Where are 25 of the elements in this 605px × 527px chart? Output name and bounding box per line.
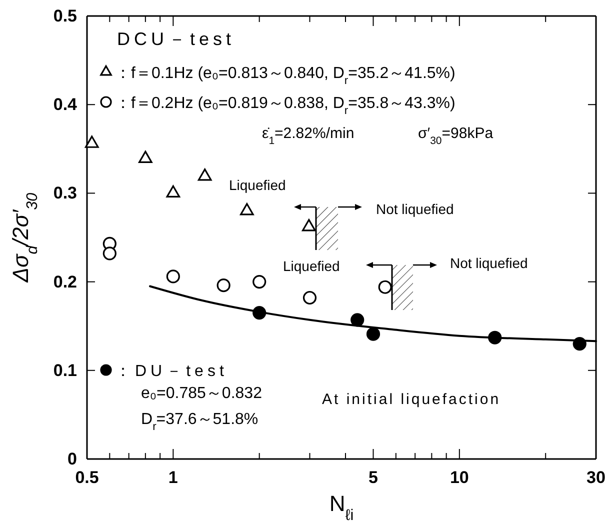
- legend-label: ：f＝0.2Hz (e₀=0.819～0.838, D$_{r}$=35.8～43.3%): [115, 95, 456, 117]
- annotation: Not liquefied: [376, 201, 454, 217]
- x-tick-label: 10: [450, 468, 469, 488]
- annotation: σ′$_{30}$=98kPa: [418, 125, 494, 147]
- legend-title: DCU－test: [117, 29, 236, 49]
- x-tick-label: 1: [168, 468, 178, 488]
- annotation: ε̇$_{1}$=2.82%/min: [262, 125, 354, 147]
- annotation: Not liquefied: [450, 255, 528, 271]
- annotation: D$_{r}$=37.6～51.8%: [141, 411, 258, 433]
- y-tick-label: 0.3: [53, 184, 77, 203]
- y-tick-label: 0.2: [53, 272, 77, 292]
- annotation: Liquefied: [283, 258, 340, 274]
- y-tick-label: 0.5: [53, 6, 77, 26]
- x-tick-label: 0.5: [75, 468, 99, 488]
- annotation: Liquefied: [229, 177, 286, 193]
- x-tick-label: 5: [368, 468, 378, 488]
- y-tick-label: 0: [68, 449, 77, 468]
- x-axis-title: N$_{ℓi}$: [329, 491, 354, 524]
- y-tick-label: 0.4: [53, 95, 78, 114]
- annotation: e₀=0.785～0.832: [141, 385, 262, 402]
- annotation: At initial liquefaction: [322, 391, 501, 408]
- y-tick-label: 0.1: [53, 360, 77, 380]
- legend-label: ：f＝0.1Hz (e₀=0.813～0.840, D$_{r}$=35.2～41.5%): [115, 65, 456, 87]
- legend-label: ：DU－test: [115, 363, 228, 380]
- x-tick-label: 30: [586, 468, 605, 488]
